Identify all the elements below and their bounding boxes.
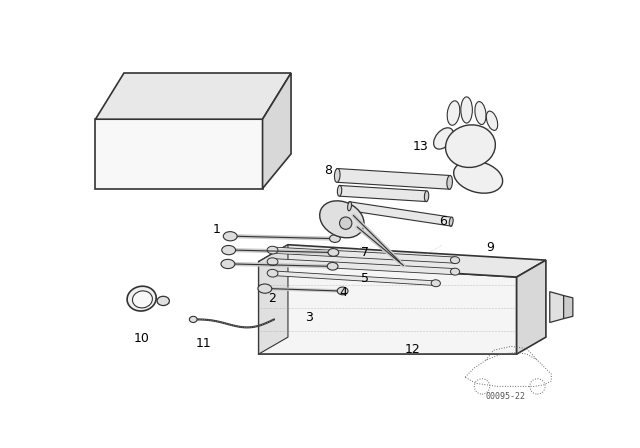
Text: 13: 13 (413, 140, 428, 153)
Ellipse shape (221, 259, 235, 269)
Ellipse shape (451, 268, 460, 275)
Ellipse shape (267, 246, 278, 254)
Polygon shape (273, 271, 436, 285)
Ellipse shape (267, 269, 278, 277)
Polygon shape (262, 73, 291, 189)
Ellipse shape (157, 296, 170, 306)
Ellipse shape (327, 263, 338, 270)
Ellipse shape (348, 202, 351, 211)
Text: 11: 11 (195, 337, 211, 350)
Polygon shape (550, 292, 564, 323)
Polygon shape (564, 296, 573, 319)
Polygon shape (259, 245, 288, 354)
Text: 00095-22: 00095-22 (486, 392, 526, 401)
Text: 8: 8 (324, 164, 332, 177)
Ellipse shape (434, 128, 453, 149)
Ellipse shape (221, 246, 236, 255)
Ellipse shape (330, 235, 340, 242)
Polygon shape (516, 260, 546, 354)
Ellipse shape (337, 287, 348, 295)
Ellipse shape (132, 291, 152, 308)
Polygon shape (339, 185, 427, 202)
Polygon shape (259, 262, 516, 354)
Ellipse shape (451, 257, 460, 263)
Polygon shape (337, 168, 450, 189)
Text: 12: 12 (405, 343, 420, 356)
Ellipse shape (475, 102, 486, 125)
Text: 5: 5 (361, 272, 369, 285)
Ellipse shape (449, 217, 453, 226)
Polygon shape (259, 245, 546, 277)
Ellipse shape (328, 249, 339, 256)
Text: 10: 10 (134, 332, 150, 345)
Ellipse shape (127, 286, 156, 311)
Polygon shape (95, 73, 291, 119)
Ellipse shape (447, 176, 452, 189)
Text: 9: 9 (486, 241, 493, 254)
Ellipse shape (320, 201, 364, 238)
Ellipse shape (486, 111, 498, 130)
Polygon shape (273, 258, 455, 275)
Ellipse shape (258, 284, 272, 293)
Text: 3: 3 (305, 310, 313, 323)
Ellipse shape (337, 185, 342, 196)
Text: 2: 2 (269, 292, 276, 305)
Text: 4: 4 (339, 286, 348, 299)
Text: 7: 7 (361, 246, 369, 259)
Ellipse shape (461, 97, 472, 123)
Ellipse shape (445, 125, 495, 168)
Ellipse shape (267, 258, 278, 266)
Polygon shape (95, 119, 262, 189)
Polygon shape (349, 202, 452, 226)
Text: 1: 1 (212, 223, 220, 236)
Circle shape (340, 217, 352, 229)
Ellipse shape (447, 101, 460, 125)
Ellipse shape (424, 191, 429, 202)
Ellipse shape (335, 168, 340, 182)
Ellipse shape (189, 316, 197, 323)
Ellipse shape (431, 280, 440, 287)
Text: 6: 6 (440, 215, 447, 228)
Ellipse shape (454, 161, 502, 193)
Ellipse shape (223, 232, 237, 241)
Polygon shape (273, 247, 455, 263)
